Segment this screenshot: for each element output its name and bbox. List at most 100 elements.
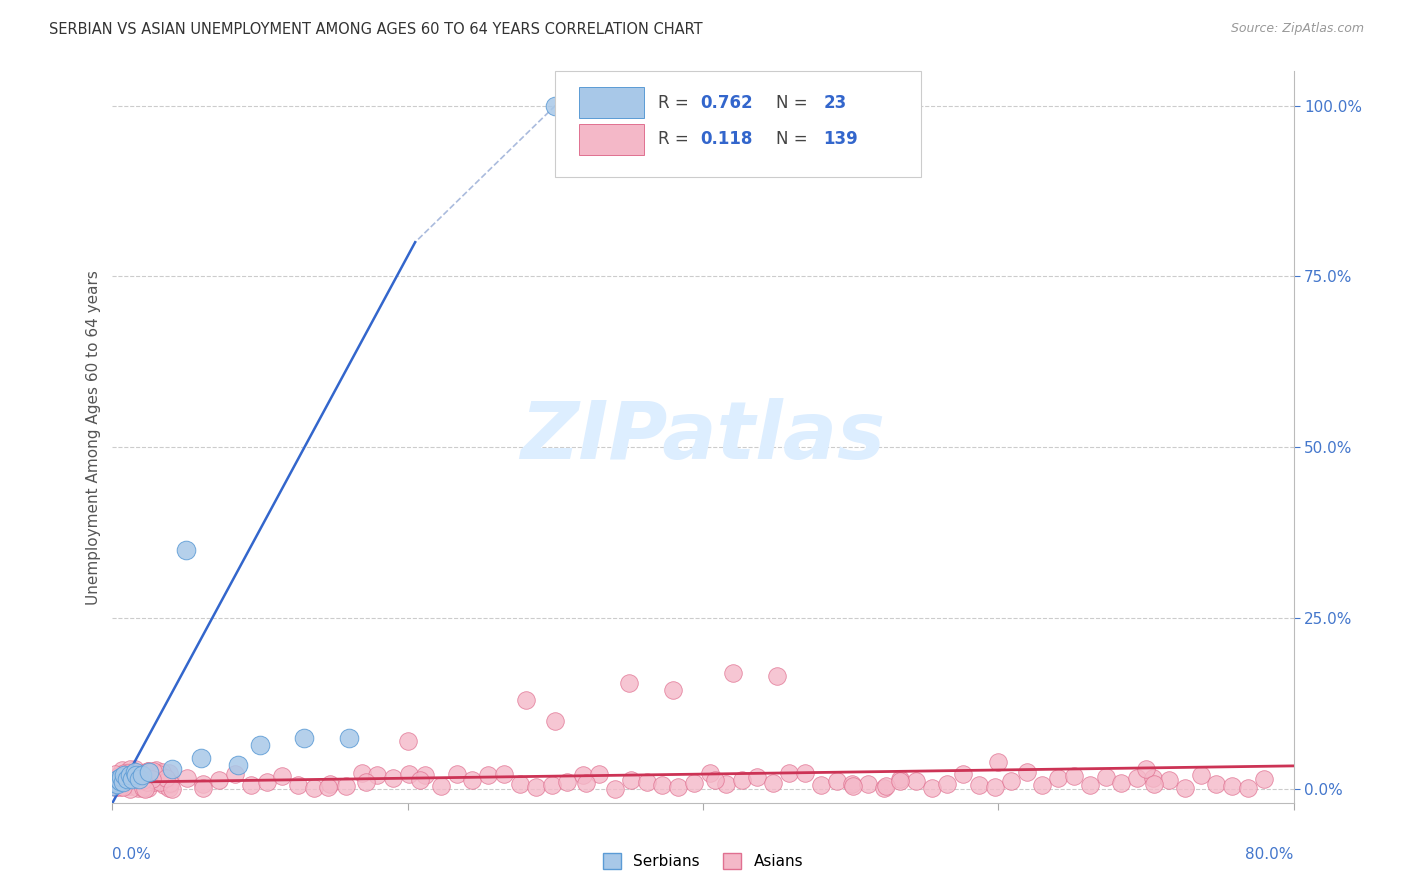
Point — [350, 766, 373, 780]
Point — [509, 777, 531, 791]
Point — [127, 772, 149, 787]
Point — [889, 772, 911, 786]
Point — [699, 766, 721, 780]
Point — [160, 781, 183, 796]
Point — [256, 775, 278, 789]
Point — [987, 755, 1010, 769]
Point — [150, 765, 173, 780]
Point — [936, 777, 959, 791]
Point — [446, 767, 468, 781]
Point — [108, 780, 131, 794]
Point — [124, 765, 146, 780]
Point — [557, 774, 579, 789]
Point — [141, 772, 163, 786]
Point — [1253, 772, 1275, 786]
Point — [856, 777, 879, 791]
Text: 80.0%: 80.0% — [1246, 847, 1294, 862]
Point — [111, 769, 134, 783]
Point — [111, 770, 134, 784]
Point — [1126, 772, 1149, 786]
Point — [120, 772, 142, 786]
Point — [876, 779, 898, 793]
Point — [114, 774, 136, 789]
Point — [842, 780, 865, 794]
Point — [683, 776, 706, 790]
Text: SERBIAN VS ASIAN UNEMPLOYMENT AMONG AGES 60 TO 64 YEARS CORRELATION CHART: SERBIAN VS ASIAN UNEMPLOYMENT AMONG AGES… — [49, 22, 703, 37]
Point — [131, 768, 153, 782]
Point — [984, 780, 1007, 794]
Point — [157, 780, 180, 795]
Point — [398, 767, 420, 781]
Point — [793, 765, 815, 780]
Text: R =: R = — [658, 130, 699, 148]
Point — [131, 767, 153, 781]
Point — [666, 780, 689, 794]
Text: 0.118: 0.118 — [700, 130, 754, 148]
Point — [122, 765, 145, 780]
Point — [1142, 772, 1164, 786]
Point — [651, 778, 673, 792]
Point — [176, 771, 198, 785]
Legend: Serbians, Asians: Serbians, Asians — [596, 847, 810, 875]
FancyBboxPatch shape — [555, 71, 921, 178]
Point — [413, 768, 436, 782]
Point — [105, 775, 128, 789]
Point — [159, 776, 181, 790]
Point — [1157, 772, 1180, 787]
Point — [1135, 762, 1157, 776]
Point — [335, 780, 357, 794]
Point — [112, 780, 135, 794]
Point — [108, 773, 131, 788]
Text: 0.762: 0.762 — [700, 94, 754, 112]
Text: 139: 139 — [824, 130, 858, 148]
Point — [396, 734, 419, 748]
Point — [120, 767, 142, 781]
Point — [103, 774, 125, 789]
Point — [125, 768, 148, 782]
Point — [841, 777, 863, 791]
Point — [619, 676, 641, 690]
Point — [766, 669, 789, 683]
Point — [1220, 779, 1243, 793]
Point — [1015, 765, 1038, 780]
Point — [160, 762, 183, 776]
Point — [239, 778, 262, 792]
Point — [152, 778, 174, 792]
Point — [112, 766, 135, 780]
Point — [1111, 776, 1133, 790]
Point — [159, 776, 181, 790]
Point — [747, 770, 769, 784]
Point — [524, 780, 547, 795]
Point — [145, 763, 167, 777]
Point — [107, 769, 129, 783]
Point — [128, 772, 150, 786]
Point — [128, 767, 150, 781]
Point — [1205, 777, 1227, 791]
Point — [111, 775, 134, 789]
Point — [1143, 777, 1166, 791]
Point — [208, 773, 231, 788]
Point — [382, 772, 405, 786]
Point — [143, 775, 166, 789]
Point — [155, 771, 177, 785]
Text: N =: N = — [776, 94, 813, 112]
Text: 0.0%: 0.0% — [112, 847, 152, 862]
Point — [118, 762, 141, 776]
Point — [271, 769, 294, 783]
Point — [117, 766, 139, 780]
Point — [318, 780, 340, 794]
Point — [714, 776, 737, 790]
Point — [366, 768, 388, 782]
Point — [193, 780, 215, 795]
Point — [120, 768, 142, 782]
Point — [544, 714, 567, 728]
Point — [1094, 770, 1116, 784]
Point — [111, 763, 134, 777]
Point — [873, 781, 896, 796]
Point — [302, 780, 325, 795]
Text: N =: N = — [776, 130, 813, 148]
Point — [778, 765, 800, 780]
Point — [904, 773, 927, 788]
Point — [292, 731, 315, 745]
Point — [1237, 781, 1260, 796]
